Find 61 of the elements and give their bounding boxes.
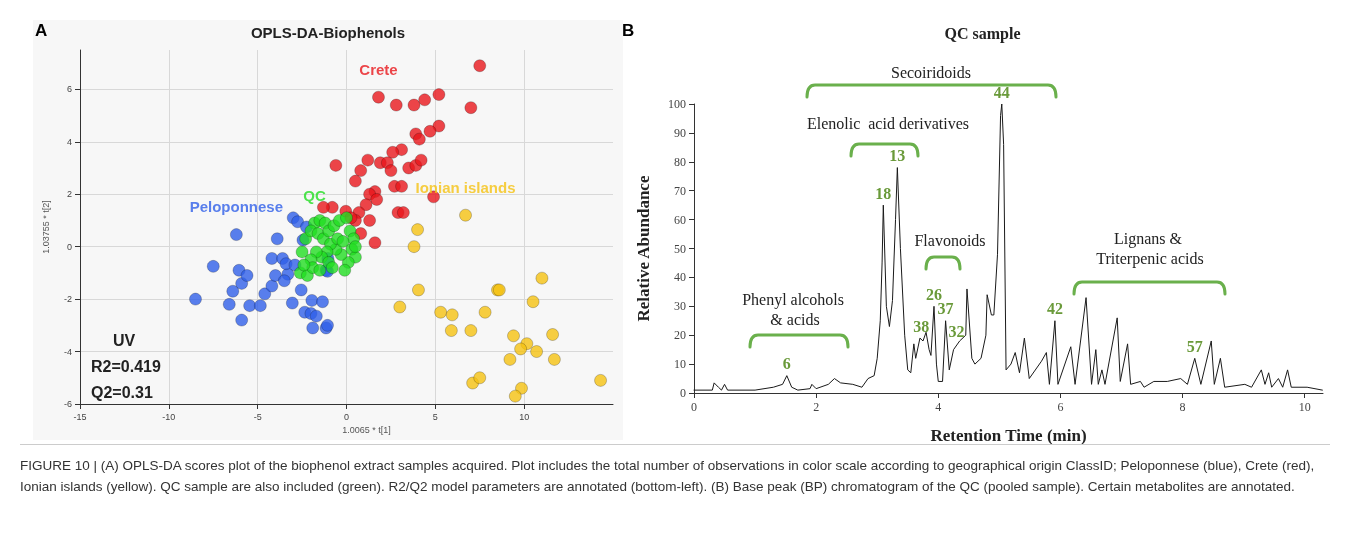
x-tick-label: 0 (691, 400, 697, 414)
annotation: 38 (913, 317, 930, 335)
annotation: 6 (782, 355, 791, 373)
x-axis-title: Retention Time (min) (930, 426, 1087, 445)
annotation: 37 (937, 300, 954, 318)
x-tick-label: 2 (813, 400, 820, 414)
y-tick-label: 60 (674, 212, 686, 227)
caption: FIGURE 10 | (A) OPLS-DA scores plot of the biophenol extract samples acquired. Plot includes the total number of observations in color scale according to geographical origin ClassID; Peloponnese (blue), Crete (red), Ionian islands (yellow). QC sample are also included (green). R2/Q2 model parameters are annotated (bottom-left). (B) Base peak (BP) chromatogram of the QC (pooled sample). Certain metabolites are annotated. (20, 457, 1316, 496)
x-tick-label: -15 (73, 411, 87, 422)
x-tick-label: 8 (1179, 400, 1186, 414)
y-tick-label: 70 (674, 183, 686, 198)
series-label: Ionian islands (415, 178, 516, 196)
y-axis-title: Relative Abundance (634, 175, 653, 322)
x-tick-label: 10 (519, 411, 530, 422)
y-tick-label: 90 (674, 125, 686, 140)
series-label: QC (303, 186, 326, 204)
series-label: Crete (359, 60, 398, 78)
x-tick-label: 0 (343, 411, 350, 422)
annotation: 13 (889, 147, 906, 165)
annotation: 57 (1186, 337, 1203, 355)
y-tick-label: -4 (63, 346, 72, 357)
chart-title: QC sample (944, 24, 1021, 43)
annotation: R2=0.419 (91, 357, 161, 375)
y-tick-label: 100 (668, 97, 686, 111)
y-tick-label: 50 (674, 241, 686, 256)
x-tick-label: -5 (253, 411, 262, 422)
y-tick-label: 6 (66, 84, 72, 95)
annotation: UV (113, 331, 136, 349)
x-tick-label: 4 (935, 400, 942, 414)
y-tick-label: 40 (674, 270, 686, 285)
text: A (35, 21, 48, 40)
annotation: Phenyl alcohols & acids (742, 290, 848, 328)
chart-title: OPLS-DA-Biophenols (250, 24, 406, 41)
y-tick-label: -2 (63, 294, 72, 305)
x-axis-title: 1.0065 * t[1] (342, 425, 391, 436)
x-tick-label: 6 (1057, 400, 1064, 414)
y-tick-label: 80 (674, 154, 686, 169)
text: Secoiridoids (891, 63, 971, 81)
annotation: 26 (926, 285, 942, 303)
y-tick-label: -6 (63, 399, 72, 409)
annotation: 18 (875, 184, 892, 202)
x-tick-label: 10 (1298, 400, 1311, 414)
x-tick-label: 5 (432, 411, 438, 422)
y-tick-label: 0 (680, 386, 686, 400)
annotation: Elenolic acid derivatives (806, 114, 970, 132)
annotation: Q2=0.31 (91, 383, 153, 401)
annotation: 42 (1046, 300, 1063, 318)
y-tick-label: 30 (674, 299, 686, 314)
x-tick-label: -10 (162, 411, 176, 422)
annotation: 44 (993, 83, 1010, 101)
y-tick-label: 0 (66, 241, 72, 252)
annotation: 32 (948, 323, 965, 341)
annotation: Lignans & Triterpenic acids (1096, 229, 1204, 268)
y-tick-label: 10 (674, 357, 686, 372)
series-label: Peloponnese (189, 198, 284, 216)
text: B (622, 21, 635, 40)
y-tick-label: 2 (66, 189, 72, 200)
y-tick-label: 20 (674, 328, 686, 343)
y-axis-title: 1.03755 * t[2] (40, 200, 51, 254)
y-tick-label: 4 (66, 136, 72, 147)
annotation: Flavonoids (914, 231, 986, 249)
